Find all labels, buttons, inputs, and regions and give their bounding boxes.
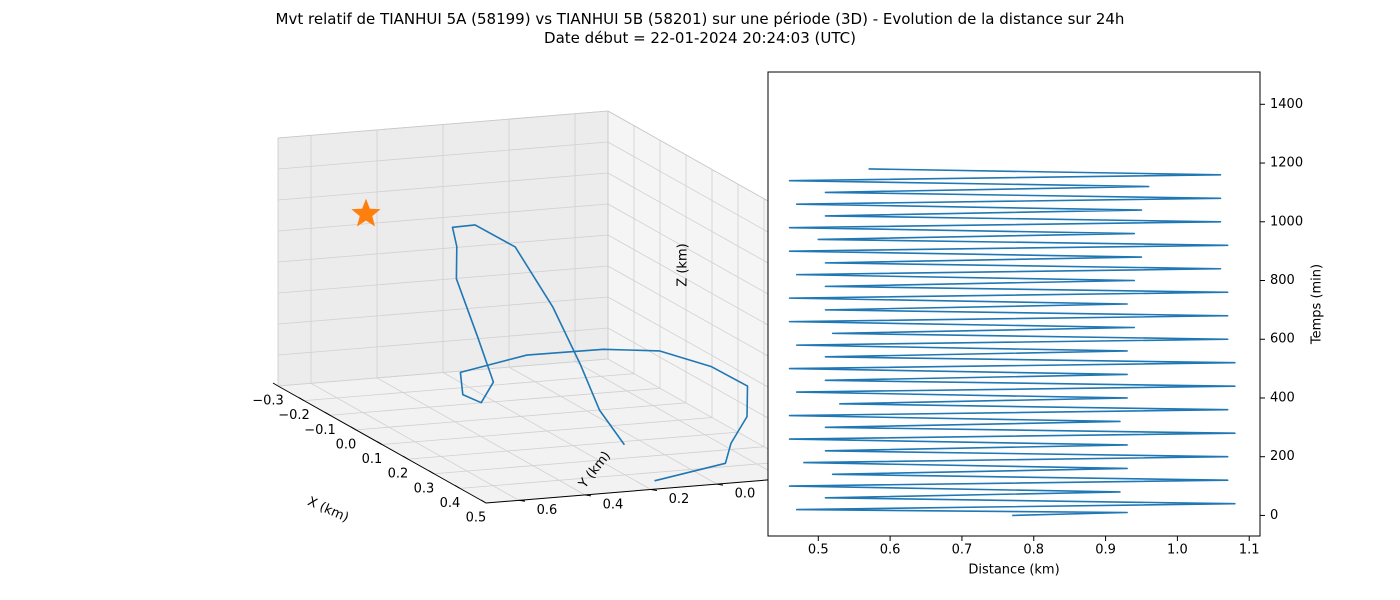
y-tick-label: 200: [1270, 449, 1295, 464]
y-tick-label: 1000: [1270, 214, 1303, 229]
x-tick-label: 0.7: [952, 543, 973, 558]
x-tick-mark: [480, 499, 487, 504]
x-tick-label: 0.3: [414, 481, 435, 496]
y-tick-mark: [518, 499, 526, 502]
y-tick-mark: [584, 494, 592, 497]
x-tick-label: 0.2: [388, 467, 409, 482]
x-tick-label: 1.0: [1167, 543, 1188, 558]
y-tick-label: 0.6: [537, 503, 558, 518]
distance-series-line: [788, 168, 1236, 517]
x-tick-label: 0.1: [362, 452, 383, 467]
y-tick-label: 0.2: [669, 492, 690, 507]
x-tick-mark: [272, 382, 279, 387]
x-tick-label: 0.8: [1023, 543, 1044, 558]
x-tick-label: −0.2: [278, 408, 310, 423]
x-tick-label: 1.1: [1239, 543, 1260, 558]
y-tick-label: 0: [1270, 508, 1278, 523]
x-axis-label: Distance (km): [968, 563, 1059, 578]
x-tick-mark: [324, 411, 331, 416]
x-tick-mark: [428, 470, 435, 475]
z-axis-label: Z (km): [676, 243, 691, 286]
x-tick-label: 0.0: [336, 437, 357, 452]
plot-distance-time: 0.5 0.6 0.7 0.8 0.9 1.0 1.1 0 200 400 600 800 1000 12…: [767, 71, 1325, 578]
trajectory-line: [451, 224, 749, 482]
y-axis-label: Temps (min): [1310, 264, 1325, 345]
pane-edge: [277, 110, 609, 139]
figure-title-block: Mvt relatif de TIANHUI 5A (58199) vs TIA…: [0, 10, 1400, 48]
x-tick-mark: [376, 441, 383, 445]
y-tick-label: 0.0: [735, 487, 756, 502]
y-tick-label: 1200: [1270, 156, 1303, 171]
x-tick-mark: [402, 455, 409, 460]
x-tick-label: 0.5: [466, 511, 487, 526]
x-tick-label: 0.4: [440, 496, 461, 511]
y-tick-mark: [650, 489, 658, 491]
y-tick-label: 600: [1270, 332, 1295, 347]
x-tick-label: 0.5: [808, 543, 829, 558]
y-tick-label: 1400: [1270, 97, 1303, 112]
x-tick-label: −0.3: [252, 394, 284, 409]
y-tick-label: 800: [1270, 273, 1295, 288]
x-tick-mark: [350, 426, 357, 431]
y-tick-label: 400: [1270, 390, 1295, 405]
x-tick-mark: [454, 484, 461, 489]
x-tick-label: 0.9: [1095, 543, 1116, 558]
x-tick-label: 0.6: [880, 543, 901, 558]
y-tick-mark: [716, 483, 724, 486]
plot-frame: [767, 71, 1261, 537]
x-tick-label: −0.1: [304, 423, 336, 438]
y-tick-label: 0.4: [603, 497, 624, 512]
plot-3d-trajectory: −0.3−0.2−0.10.00.10.20.30.40.5−0.20.00.2…: [252, 110, 858, 526]
figure-title: Mvt relatif de TIANHUI 5A (58199) vs TIA…: [275, 10, 1125, 28]
x-tick-mark: [298, 397, 305, 402]
x-axis-label: X (km): [305, 494, 351, 525]
figure-subtitle: Date début = 22-01-2024 20:24:03 (UTC): [544, 29, 856, 47]
origin-star-marker: [351, 198, 381, 227]
